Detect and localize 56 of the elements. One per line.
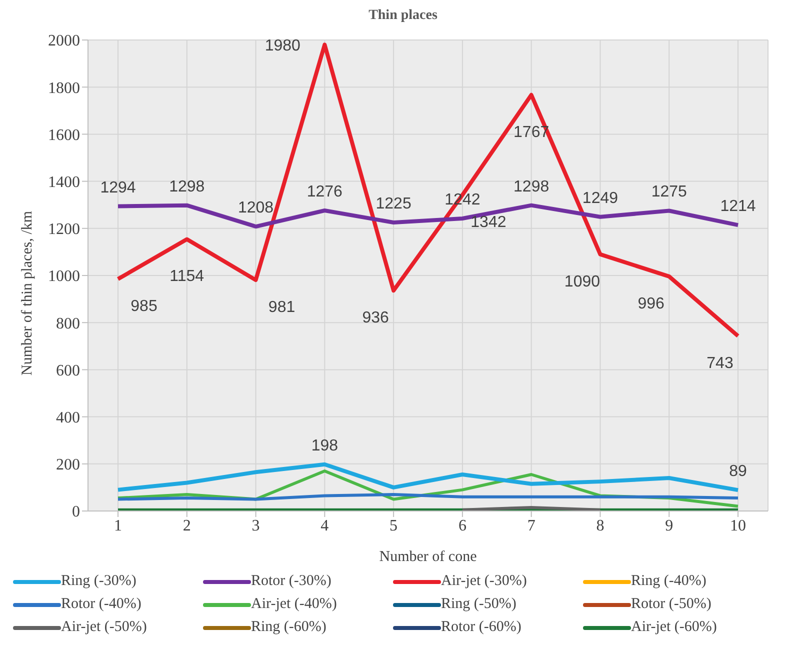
data-label: 1208 — [238, 200, 274, 217]
legend-label: Air-jet (-40%) — [251, 596, 337, 613]
x-tick-label: 4 — [320, 517, 329, 534]
legend-label: Rotor (-40%) — [61, 596, 142, 613]
legend-label: Rotor (-60%) — [441, 619, 522, 636]
y-tick-label: 600 — [56, 362, 80, 380]
data-label: 743 — [706, 355, 734, 372]
legend-label: Air-jet (-30%) — [441, 573, 527, 590]
data-label: 1154 — [170, 268, 204, 286]
y-axis-title: Number of thin places, /km — [19, 210, 36, 376]
data-label: 1294 — [100, 179, 136, 196]
data-label: 1342 — [470, 214, 506, 231]
data-label: 1249 — [582, 190, 618, 207]
x-tick-label: 2 — [182, 517, 191, 534]
y-tick-label: 800 — [56, 315, 80, 332]
legend-label: Ring (-40%) — [631, 573, 706, 590]
data-label: 1090 — [564, 273, 600, 290]
data-label: 1214 — [720, 198, 756, 216]
x-axis-title: Number of cone — [379, 549, 478, 565]
data-label: 985 — [130, 298, 158, 316]
data-label: 1275 — [651, 184, 688, 201]
data-label: 1225 — [376, 196, 412, 213]
x-tick-label: 7 — [527, 517, 536, 534]
data-label: 981 — [268, 298, 296, 316]
y-tick-label: 200 — [56, 456, 80, 474]
y-tick-label: 2000 — [48, 32, 80, 50]
x-tick-label: 6 — [458, 517, 466, 534]
y-tick-label: 1200 — [48, 221, 80, 238]
x-tick-label: 5 — [390, 517, 398, 534]
x-tick-label: 3 — [252, 517, 260, 534]
y-tick-label: 1600 — [48, 126, 80, 144]
chart-title: Thin places — [368, 8, 438, 24]
data-label: 1276 — [306, 184, 343, 200]
x-tick-label: 1 — [114, 517, 122, 534]
y-tick-label: 1800 — [48, 80, 80, 97]
x-tick-label: 10 — [730, 517, 746, 534]
legend-label: Ring (-50%) — [441, 596, 516, 613]
x-tick-label: 9 — [665, 517, 674, 534]
legend-label: Air-jet (-50%) — [61, 619, 147, 636]
y-tick-label: 400 — [56, 409, 80, 426]
data-label: 1298 — [514, 178, 550, 196]
legend-label: Ring (-30%) — [61, 573, 136, 590]
data-label: 1298 — [169, 178, 205, 196]
data-label: 198 — [311, 437, 338, 454]
data-label: 89 — [729, 463, 747, 480]
y-tick-label: 0 — [72, 504, 80, 521]
legend-label: Rotor (-50%) — [631, 596, 712, 613]
legend-label: Ring (-60%) — [251, 619, 326, 636]
legend-label: Air-jet (-60%) — [631, 619, 717, 636]
data-label: 936 — [362, 310, 389, 327]
data-label: 996 — [638, 295, 665, 312]
x-tick-label: 8 — [596, 517, 604, 534]
data-label: 1980 — [264, 38, 301, 55]
y-tick-label: 1400 — [48, 174, 80, 191]
y-tick-label: 1000 — [48, 268, 80, 286]
legend-label: Rotor (-30%) — [251, 573, 332, 590]
